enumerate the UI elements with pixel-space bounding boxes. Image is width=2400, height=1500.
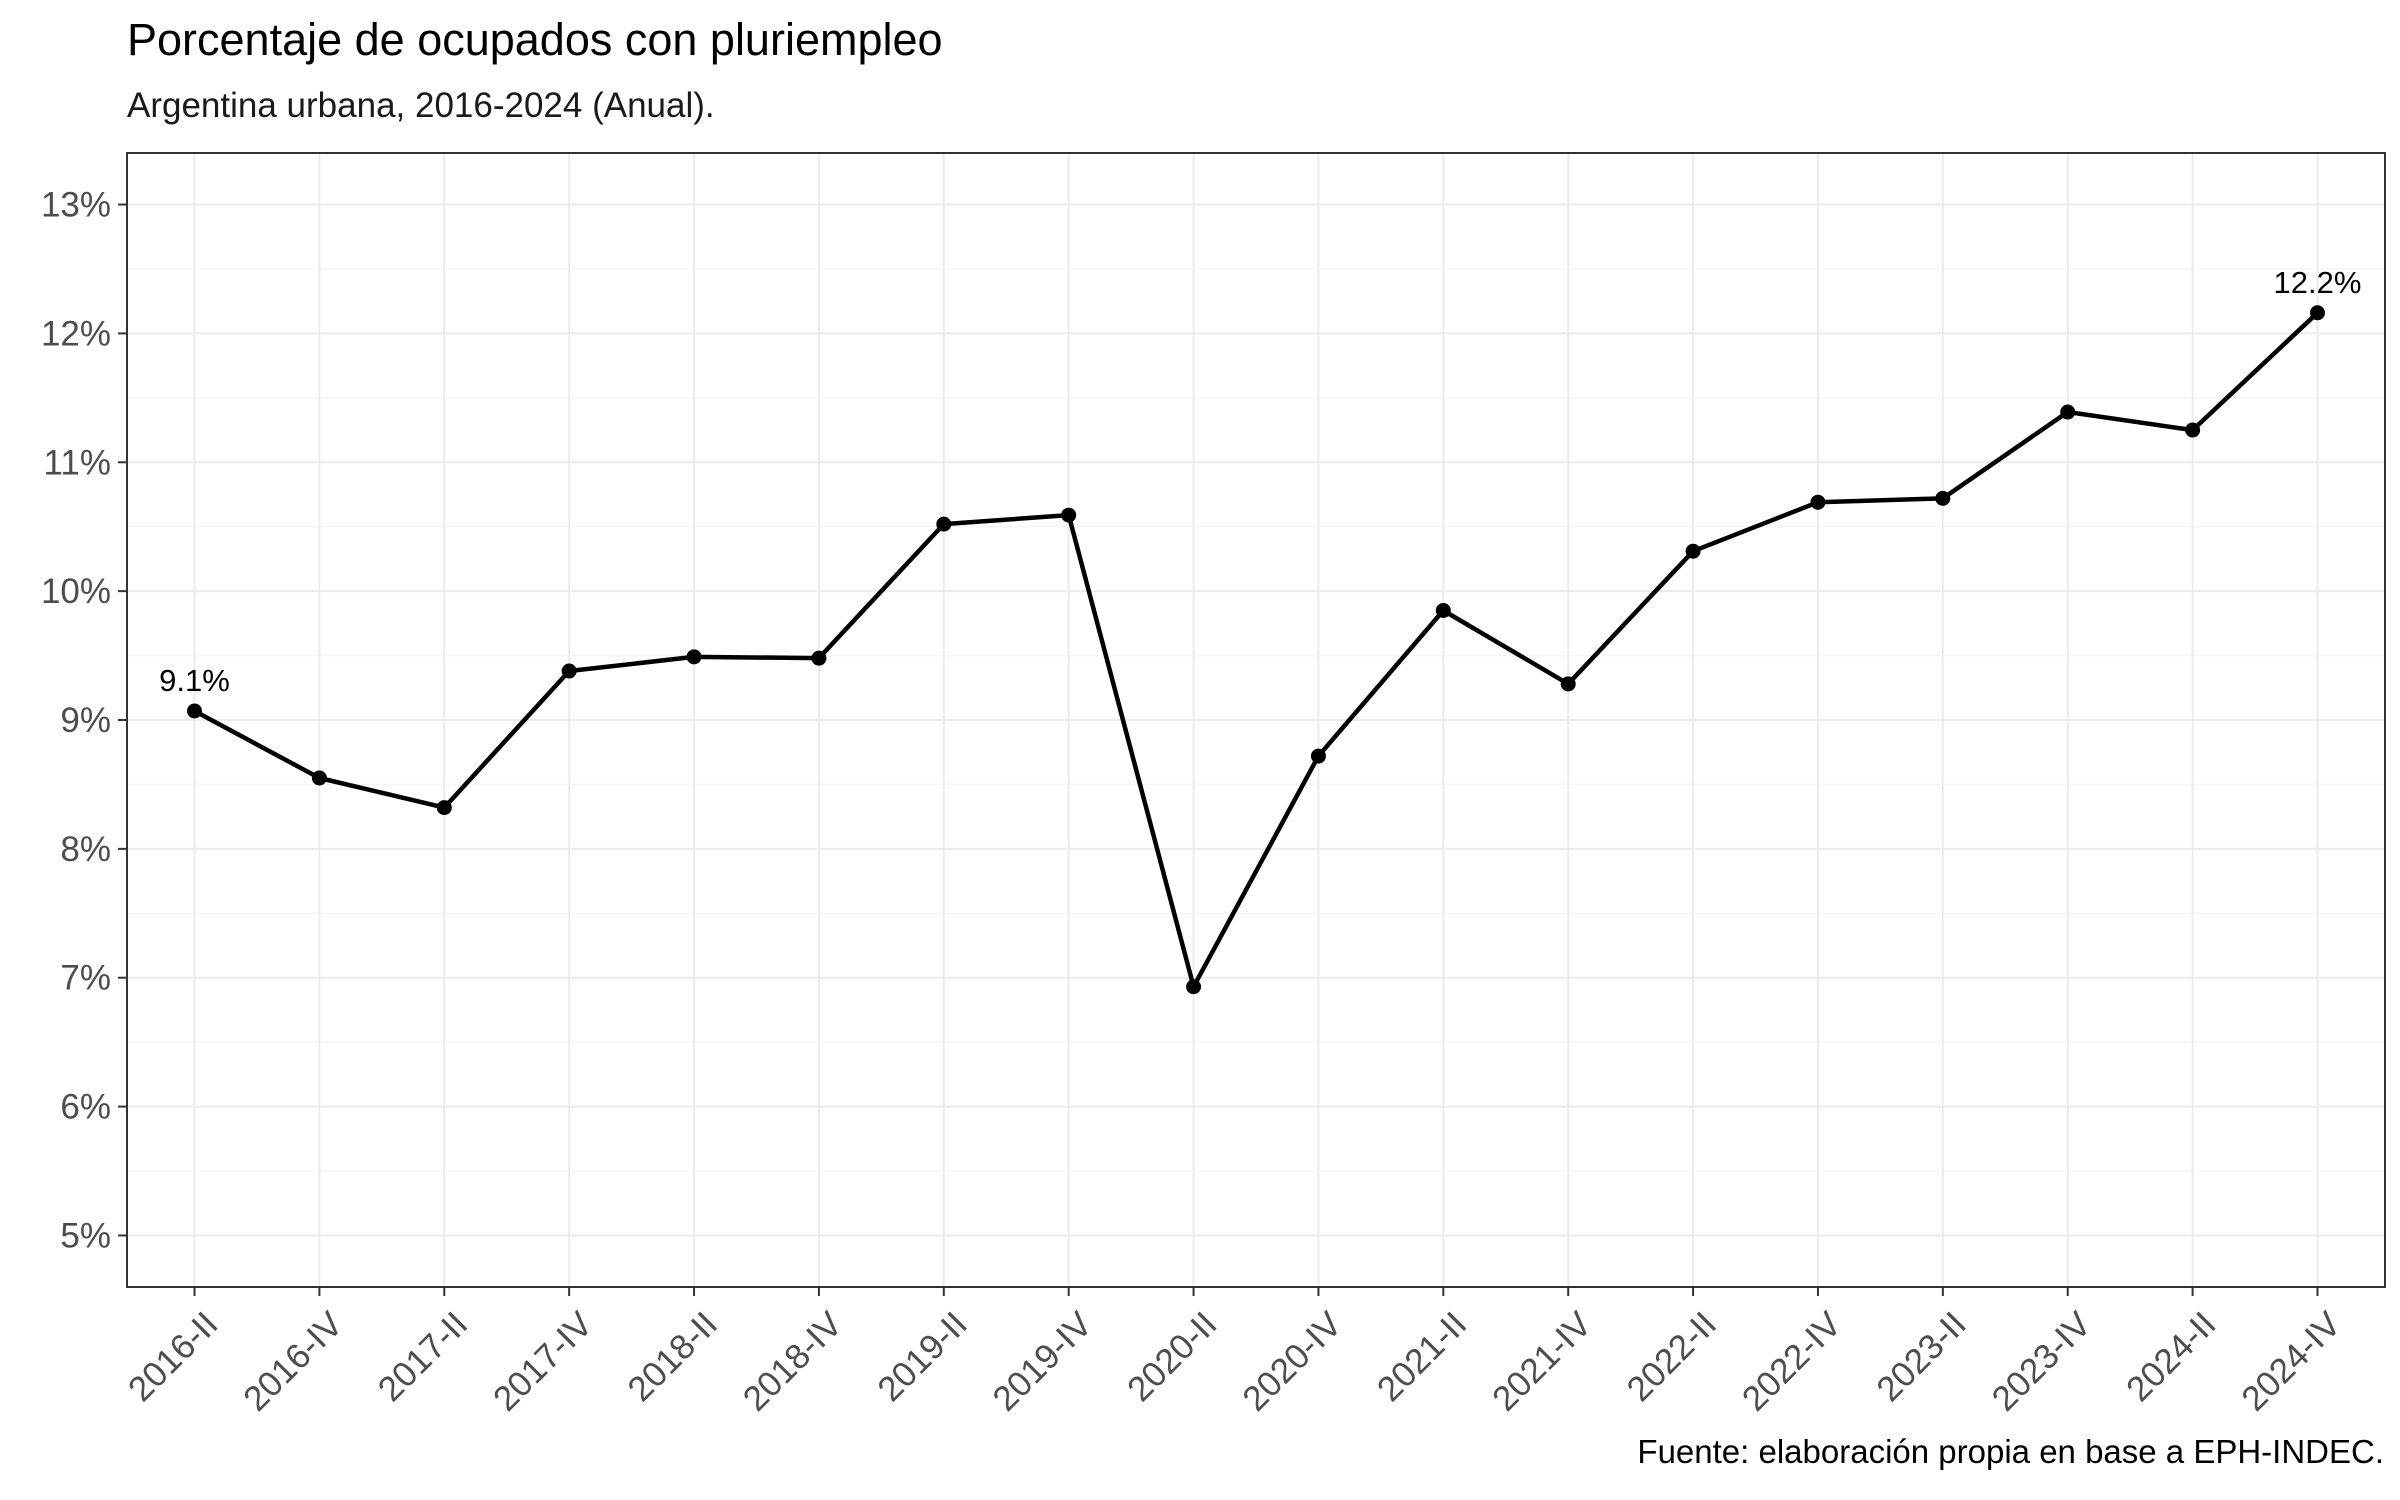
x-tick-label: 2020-II	[1120, 1304, 1225, 1409]
x-tick-label: 2024-IV	[2234, 1304, 2349, 1419]
x-tick-label: 2020-IV	[1235, 1304, 1350, 1419]
data-point-2023-IV	[2060, 404, 2076, 420]
data-point-2017-II	[436, 800, 452, 816]
data-point-2021-II	[1435, 602, 1451, 618]
series-line	[192, 310, 2320, 989]
data-points	[187, 305, 2325, 995]
x-tick-label: 2017-II	[371, 1304, 476, 1409]
data-point-2018-IV	[811, 650, 827, 666]
x-tick-label: 2021-IV	[1485, 1304, 1600, 1419]
y-tick-label: 10%	[41, 572, 111, 611]
x-tick-label: 2016-II	[121, 1304, 226, 1409]
data-point-2022-II	[1685, 543, 1701, 559]
y-tick-label: 6%	[60, 1088, 111, 1127]
x-tick-label: 2024-II	[2119, 1304, 2224, 1409]
x-tick-label: 2022-II	[1619, 1304, 1724, 1409]
data-point-2020-II	[1186, 979, 1202, 995]
data-labels: 9.1% 12.2%	[159, 265, 2361, 698]
data-point-2020-IV	[1310, 748, 1326, 764]
chart-caption: Fuente: elaboración propia en base a EPH…	[1637, 1433, 2384, 1470]
y-tick-label: 7%	[60, 959, 111, 998]
x-tick-label: 2017-IV	[486, 1304, 601, 1419]
data-point-2021-IV	[1560, 676, 1576, 692]
x-tick-label: 2018-IV	[736, 1304, 851, 1419]
x-tick-label: 2019-II	[870, 1304, 975, 1409]
data-point-2022-IV	[1810, 494, 1826, 510]
chart-subtitle: Argentina urbana, 2016-2024 (Anual).	[127, 86, 715, 125]
y-tick-label: 11%	[44, 443, 111, 482]
chart-title: Porcentaje de ocupados con pluriempleo	[127, 14, 943, 65]
series-path	[192, 310, 2320, 989]
data-point-2019-IV	[1061, 507, 1077, 523]
data-point-2024-IV	[2309, 305, 2325, 321]
data-point-2023-II	[1935, 490, 1951, 506]
y-tick-label: 5%	[60, 1216, 111, 1255]
x-tick-label: 2023-IV	[1984, 1304, 2099, 1419]
x-tick-label: 2022-IV	[1735, 1304, 1850, 1419]
data-point-2024-II	[2185, 422, 2201, 438]
x-tick-label: 2021-II	[1370, 1304, 1475, 1409]
y-tick-label: 9%	[60, 701, 111, 740]
y-tick-label: 8%	[60, 830, 111, 869]
data-label-2016-II: 9.1%	[159, 663, 230, 698]
data-point-2016-II	[187, 703, 203, 719]
grid-lines	[127, 153, 2385, 1287]
data-point-2017-IV	[561, 663, 577, 679]
x-tick-label: 2016-IV	[236, 1304, 351, 1419]
y-tick-label: 12%	[41, 314, 111, 353]
x-tick-label: 2023-II	[1869, 1304, 1974, 1409]
x-tick-label: 2018-II	[620, 1304, 725, 1409]
data-point-2019-II	[936, 516, 952, 532]
x-tick-label: 2019-IV	[985, 1304, 1100, 1419]
data-label-2024-IV: 12.2%	[2274, 265, 2362, 300]
data-point-2016-IV	[311, 770, 327, 786]
data-point-2018-II	[686, 649, 702, 665]
y-tick-label: 13%	[41, 186, 111, 225]
